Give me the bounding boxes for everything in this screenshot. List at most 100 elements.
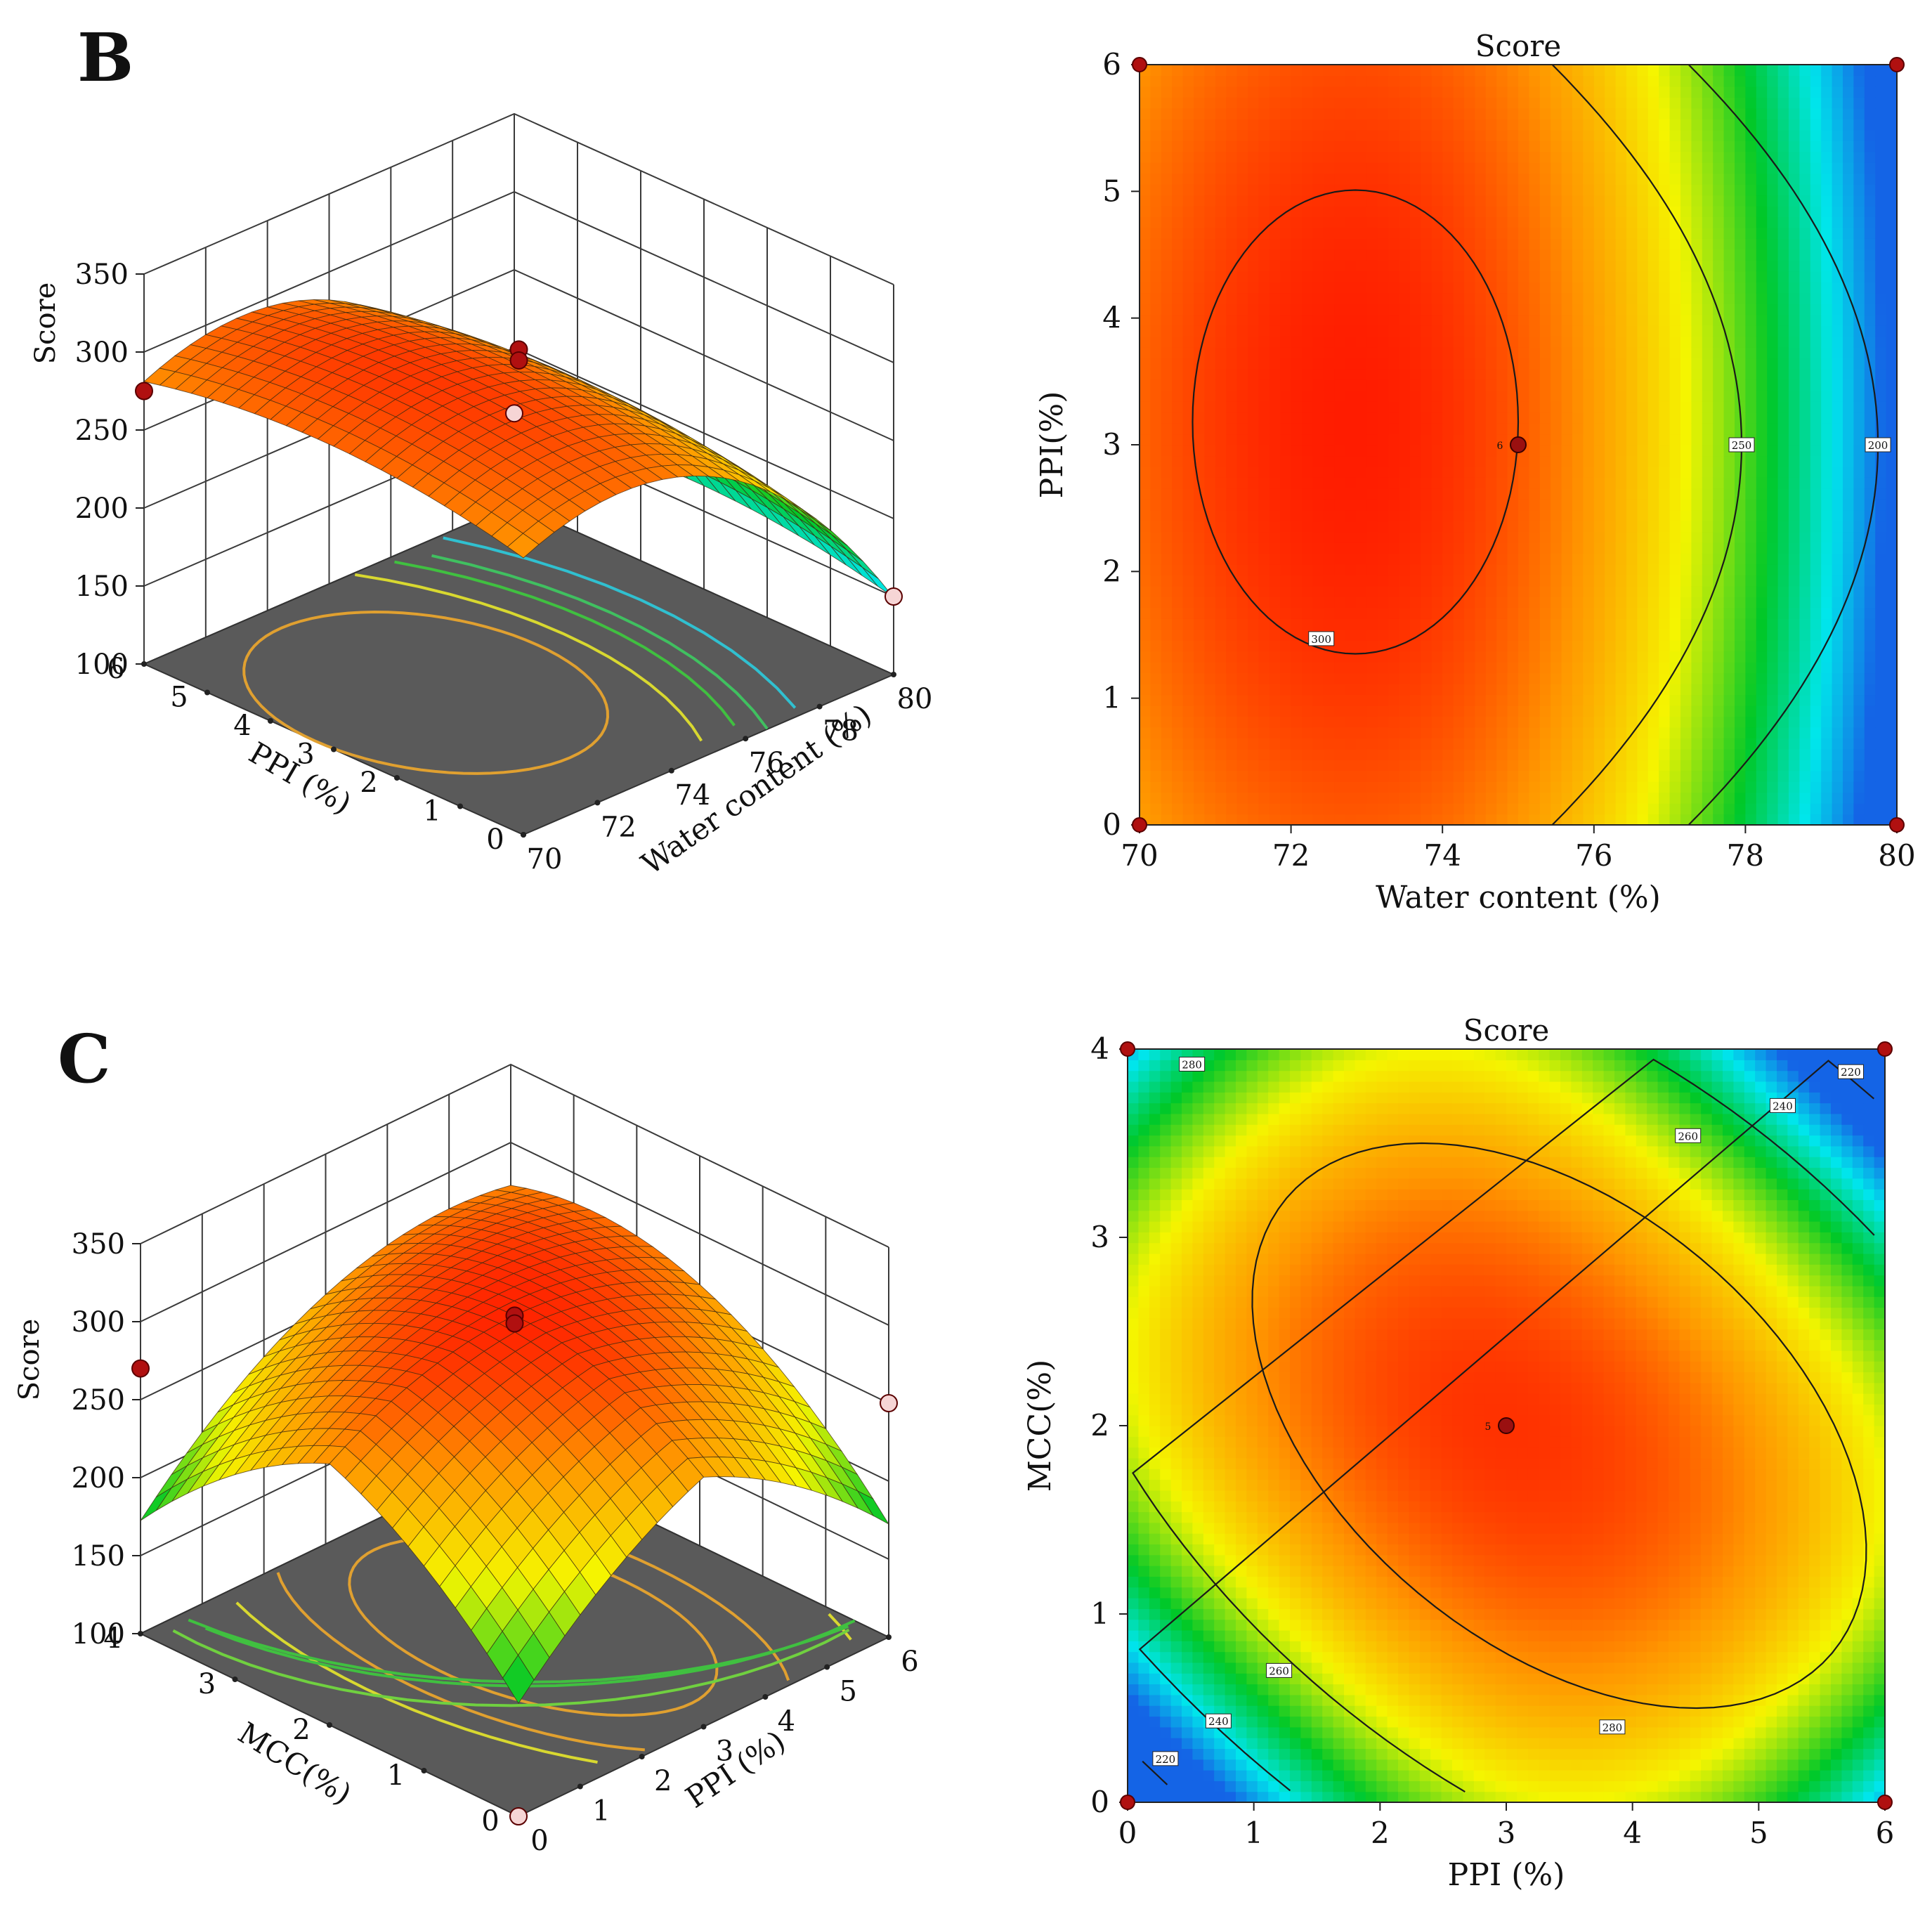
heat-cell [1583, 531, 1595, 543]
heat-cell [1442, 271, 1454, 282]
heat-cell [1150, 151, 1162, 163]
heat-cell [1691, 379, 1703, 391]
heat-cell [1442, 216, 1454, 228]
heat-cell [1464, 640, 1475, 652]
heat-cell [1723, 792, 1735, 804]
heat-cell [1605, 151, 1617, 163]
heat-cell [1323, 304, 1335, 315]
heat-cell [1421, 521, 1432, 533]
heat-cell [1647, 466, 1659, 478]
heat-cell [1615, 434, 1627, 445]
heat-cell [1669, 97, 1681, 109]
heat-cell [1215, 748, 1227, 760]
heat-cell [1539, 358, 1551, 370]
heat-cell [1388, 564, 1400, 576]
heat-cell [1269, 803, 1281, 815]
heat-cell [1421, 542, 1432, 554]
heat-cell [1334, 477, 1346, 489]
heat-cell [1302, 531, 1313, 543]
heat-cell [1551, 65, 1562, 77]
heat-cell [1248, 325, 1259, 337]
heat-cell [1691, 412, 1703, 424]
heat-cell [1236, 216, 1248, 228]
heat-cell [1356, 521, 1367, 533]
heat-cell [1637, 629, 1649, 641]
heat-cell [1713, 499, 1725, 511]
heat-cell [1194, 292, 1205, 304]
heat-cell [1334, 607, 1346, 619]
heat-cell [1529, 162, 1541, 174]
heat-cell [1150, 75, 1162, 87]
heat-cell [1421, 748, 1432, 760]
heat-cell [1366, 282, 1378, 294]
heat-cell [1637, 542, 1649, 554]
heat-cell [1551, 336, 1562, 348]
heat-cell [1659, 304, 1671, 315]
heat-cell [1248, 423, 1259, 435]
heat-cell [1182, 553, 1194, 565]
heat-cell [1248, 803, 1259, 815]
heat-cell [1140, 314, 1151, 326]
heat-cell [1226, 651, 1238, 663]
heat-cell [1723, 466, 1735, 478]
heat-cell [1399, 542, 1411, 554]
heat-cell [1248, 271, 1259, 282]
heat-cell [1442, 553, 1454, 565]
heat-cell [1356, 75, 1367, 87]
heat-cell [1572, 304, 1584, 315]
heat-cell [1551, 760, 1562, 772]
heat-cell [1659, 249, 1671, 261]
heat-cell [1756, 129, 1768, 141]
heat-cell [1485, 760, 1497, 772]
heat-cell [1475, 401, 1487, 413]
heat-cell [1669, 282, 1681, 294]
heat-cell [1539, 499, 1551, 511]
heat-cell [1377, 705, 1389, 717]
heat-cell [1691, 423, 1703, 435]
heat-cell [1605, 434, 1617, 445]
heat-cell [1713, 509, 1725, 521]
heat-cell [1236, 705, 1248, 717]
heat-cell [1713, 195, 1725, 207]
heat-cell [1453, 423, 1465, 435]
heat-cell [1366, 553, 1378, 565]
heat-cell [1680, 716, 1692, 728]
heat-cell [1399, 141, 1411, 152]
heat-cell [1182, 184, 1194, 196]
heat-cell [1756, 216, 1768, 228]
heat-cell [1442, 748, 1454, 760]
heat-cell [1442, 521, 1454, 533]
heat-cell [1789, 553, 1800, 565]
heat-cell [1485, 781, 1497, 793]
heat-cell [1388, 325, 1400, 337]
heat-cell [1518, 781, 1529, 793]
heat-cell [1647, 162, 1659, 174]
heat-cell [1291, 760, 1303, 772]
heat-cell [1539, 770, 1551, 782]
heat-cell [1745, 575, 1757, 587]
heat-cell [1702, 119, 1714, 131]
heat-cell [1691, 477, 1703, 489]
heat-cell [1496, 108, 1508, 119]
heat-cell [1777, 803, 1789, 815]
heat-cell [1345, 216, 1357, 228]
heat-cell [1280, 781, 1292, 793]
heat-cell [1453, 379, 1465, 391]
heat-cell [1464, 162, 1475, 174]
heat-cell [1561, 65, 1573, 77]
heat-cell [1680, 65, 1692, 77]
heat-cell [1356, 304, 1367, 315]
heat-cell [1583, 618, 1595, 630]
heat-cell [1637, 249, 1649, 261]
heat-cell [1226, 119, 1238, 131]
heat-cell [1150, 445, 1162, 457]
heat-cell [1626, 694, 1638, 706]
heat-cell [1475, 108, 1487, 119]
heat-cell [1366, 65, 1378, 77]
heat-cell [1626, 618, 1638, 630]
heat-cell [1421, 434, 1432, 445]
heat-cell [1507, 412, 1519, 424]
heat-cell [1583, 205, 1595, 217]
heat-cell [1172, 662, 1184, 674]
heat-cell [1735, 738, 1746, 750]
